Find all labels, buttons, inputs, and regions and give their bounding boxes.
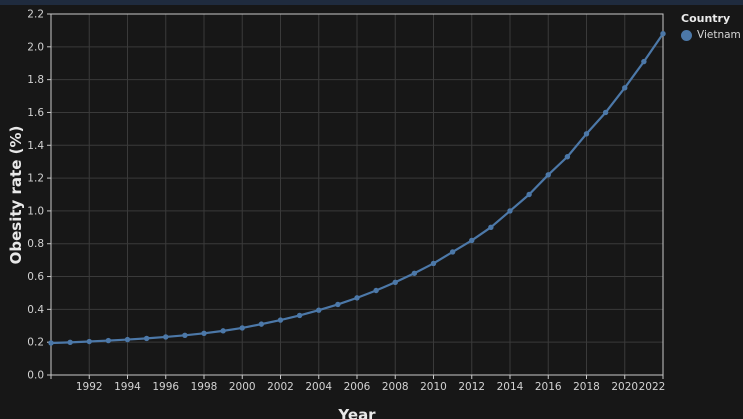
data-point (354, 295, 360, 301)
data-point (201, 330, 207, 337)
data-point (296, 312, 303, 319)
data-point (526, 191, 532, 198)
x-tick-label: 2006 (344, 381, 371, 393)
data-point (545, 172, 551, 178)
data-point (411, 270, 418, 276)
data-point (163, 334, 169, 340)
data-point (449, 249, 456, 255)
data-point (660, 30, 666, 37)
y-tick-label: 0.0 (27, 370, 44, 382)
data-point (507, 208, 513, 214)
data-point (469, 237, 475, 244)
x-tick-label: 2018 (573, 381, 600, 393)
y-tick-label: 2.0 (27, 41, 44, 53)
grid-lines (50, 13, 664, 376)
data-point (392, 279, 398, 285)
legend-marker-icon (681, 29, 692, 41)
data-point (583, 131, 590, 137)
data-point (124, 336, 131, 343)
data-point (622, 85, 628, 91)
y-tick-label: 0.8 (27, 238, 44, 250)
y-tick-label: 0.2 (27, 337, 44, 349)
x-tick-label: 2020 (611, 381, 638, 393)
y-tick-label: 1.4 (27, 140, 44, 152)
x-tick-label: 2004 (305, 381, 332, 393)
data-point (239, 325, 245, 331)
data-point (564, 154, 571, 160)
x-tick-label: 2002 (267, 381, 294, 393)
data-point (641, 58, 647, 65)
x-tick-label: 2016 (535, 381, 562, 393)
x-tick-label: 2012 (458, 381, 485, 393)
window-top-strip (0, 0, 743, 5)
x-axis-title: Year (338, 406, 376, 419)
y-tick-label: 2.2 (27, 9, 44, 21)
data-point (143, 335, 150, 342)
x-tick-label: 2000 (229, 381, 256, 393)
data-point (277, 317, 284, 323)
x-tick-label: 2008 (382, 381, 409, 393)
x-axis-ticks: 1992 1994 1996 1998 2000 2002 2004 2006 2008 2010… (50, 375, 666, 393)
data-point (48, 340, 54, 346)
data-point (373, 287, 379, 294)
y-tick-label: 1.6 (27, 107, 44, 119)
y-tick-label: 0.6 (27, 271, 44, 283)
data-point (335, 301, 341, 308)
legend-entry-label: Vietnam (697, 29, 741, 41)
data-point (67, 339, 73, 346)
chart-legend: Country Vietnam (681, 12, 741, 41)
y-tick-label: 1.8 (27, 74, 44, 86)
legend-entry-vietnam: Vietnam (681, 29, 741, 41)
y-tick-label: 1.0 (27, 205, 44, 217)
data-point (316, 307, 322, 313)
x-tick-label: 1994 (114, 381, 141, 393)
x-tick-label: 2014 (497, 381, 524, 393)
x-tick-label: 1998 (191, 381, 218, 393)
y-tick-label: 1.2 (27, 173, 44, 185)
y-axis-title: Obesity rate (%) (7, 125, 25, 265)
data-point (220, 328, 226, 334)
data-point (182, 332, 188, 338)
data-point (602, 109, 609, 116)
data-point (258, 321, 265, 327)
x-tick-label: 2010 (420, 381, 447, 393)
data-point (86, 338, 92, 345)
legend-title: Country (681, 12, 731, 25)
data-point (105, 337, 112, 344)
data-point (488, 224, 494, 231)
series-markers-vietnam (48, 30, 666, 346)
y-axis-ticks: 0.0 0.2 0.4 0.6 0.8 1.0 1.2 1.4 1.6 1.8 2.0 2.2 (27, 9, 51, 382)
x-tick-label: 1996 (152, 381, 179, 393)
y-tick-label: 0.4 (27, 304, 44, 316)
x-tick-label: 2022 (639, 381, 666, 393)
data-point (430, 260, 437, 267)
x-tick-label: 1992 (76, 381, 103, 393)
